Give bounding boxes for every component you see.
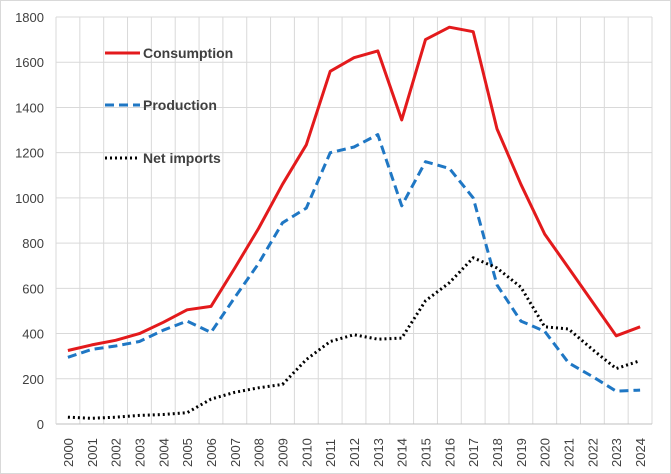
x-tick-label: 2012: [347, 438, 362, 467]
y-axis-ticks: 0 200 400 600 800 1000 1200 1400 1600 1800: [15, 10, 44, 432]
grid-lines: [56, 16, 653, 424]
x-tick-label: 2008: [252, 438, 267, 467]
series-line-production: [67, 133, 641, 393]
x-tick-label: 2006: [204, 438, 219, 467]
x-tick-label: 2002: [109, 438, 124, 467]
y-tick-label: 1400: [15, 100, 44, 115]
x-tick-label: 2022: [585, 438, 600, 467]
x-tick-label: 2011: [323, 439, 338, 467]
series-lines: [67, 25, 641, 420]
axes: [55, 17, 652, 425]
y-tick-label: 1000: [15, 191, 44, 206]
y-tick-label: 0: [37, 417, 44, 432]
y-tick-label: 400: [22, 327, 44, 342]
x-tick-label: 2004: [156, 438, 171, 467]
y-tick-label: 800: [22, 236, 44, 251]
x-tick-label: 2013: [371, 438, 386, 467]
y-tick-label: 1800: [15, 10, 44, 25]
x-tick-label: 2023: [609, 438, 624, 467]
y-tick-label: 200: [22, 372, 44, 387]
y-tick-label: 1200: [15, 146, 44, 161]
legend-label-consumption: Consumption: [143, 45, 233, 61]
x-tick-label: 2020: [538, 438, 553, 467]
legend-label-net-imports: Net imports: [143, 150, 221, 166]
x-tick-label: 2024: [633, 438, 648, 467]
legend-label-production: Production: [143, 97, 217, 113]
x-tick-label: 2000: [61, 438, 76, 467]
series-line-consumption: [67, 25, 641, 352]
x-tick-label: 2014: [395, 438, 410, 467]
x-tick-label: 2019: [514, 438, 529, 467]
x-tick-label: 2016: [442, 438, 457, 467]
x-tick-label: 2017: [466, 438, 481, 467]
x-tick-label: 2003: [132, 438, 147, 467]
x-tick-label: 2021: [562, 438, 577, 467]
series-line-net-imports: [67, 256, 641, 420]
x-tick-label: 2007: [228, 438, 243, 467]
x-tick-label: 2009: [275, 438, 290, 467]
x-tick-label: 2010: [299, 438, 314, 467]
legend: Consumption Production Net imports: [105, 45, 233, 166]
x-tick-label: 2005: [180, 438, 195, 467]
x-tick-label: 2015: [419, 438, 434, 467]
x-tick-label: 2018: [490, 438, 505, 467]
y-tick-label: 1600: [15, 55, 44, 70]
x-axis-ticks: 2000 2001 2002 2003 2004 2005 2006 2007 2008 2009…: [61, 438, 648, 467]
y-tick-label: 600: [22, 281, 44, 296]
x-tick-label: 2001: [85, 438, 100, 467]
